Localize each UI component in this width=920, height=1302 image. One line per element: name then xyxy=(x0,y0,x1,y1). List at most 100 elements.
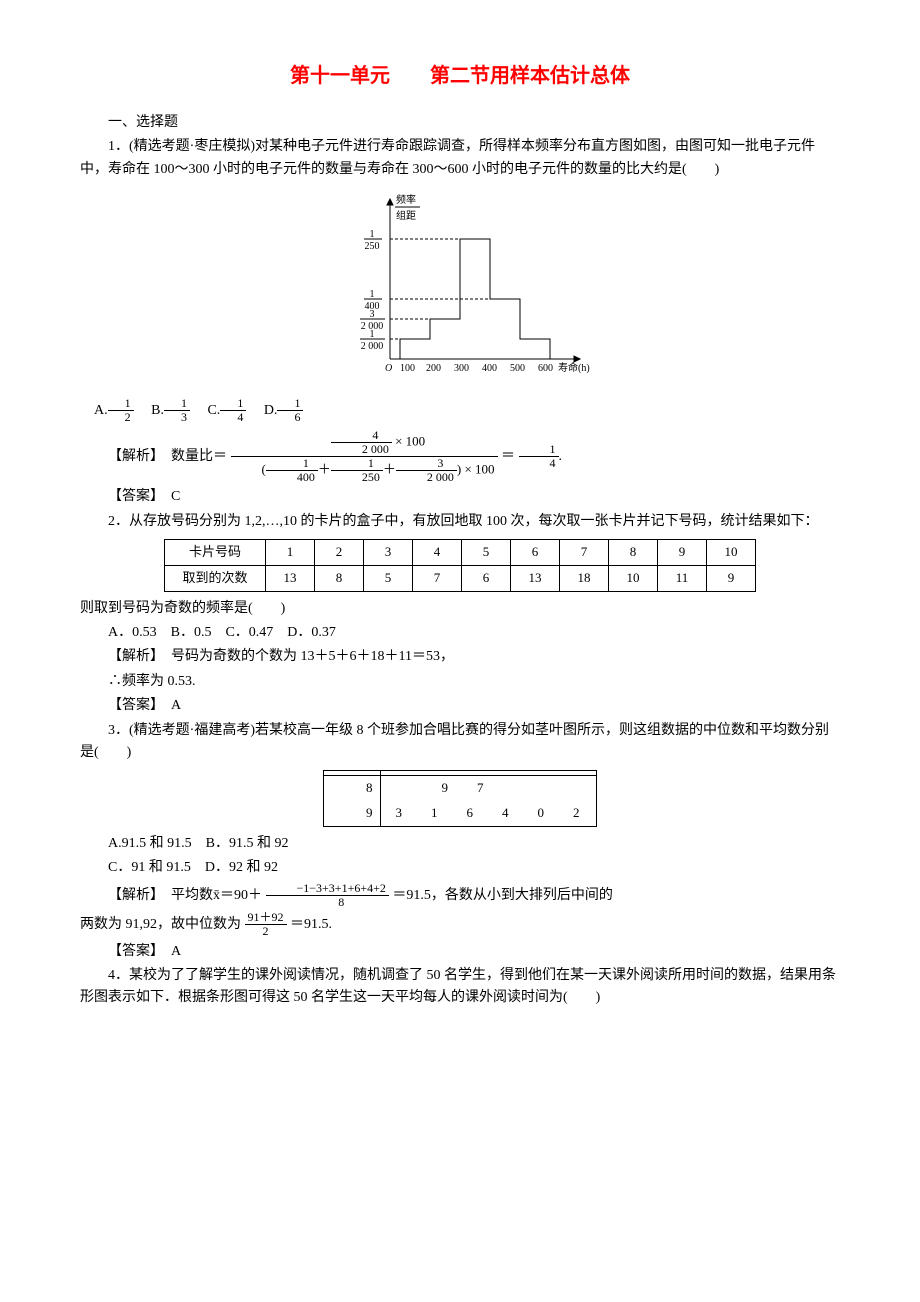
q2-answer: 【答案】 A xyxy=(80,695,840,717)
sol-mid: ＝91.5，各数从小到大排列后中间的 xyxy=(392,888,613,903)
f3n: 3 xyxy=(396,457,457,471)
l2p: 两数为 91,92，故中位数为 xyxy=(80,917,241,932)
leaves: 9 7 xyxy=(381,776,596,801)
col: 4 xyxy=(413,540,462,566)
rn: 1 xyxy=(519,443,559,457)
val: 7 xyxy=(413,565,462,591)
fB-num: 1 xyxy=(164,397,190,411)
val: 11 xyxy=(658,565,707,591)
stem: 9 xyxy=(324,801,381,826)
q2-tail: 则取到号码为奇数的频率是( ) xyxy=(80,598,840,620)
svg-text:3: 3 xyxy=(370,309,375,320)
sfd: 8 xyxy=(266,896,389,909)
rt: . xyxy=(559,449,563,464)
svg-text:寿命(h): 寿命(h) xyxy=(558,361,590,374)
svg-text:1: 1 xyxy=(370,289,375,300)
f2d: 250 xyxy=(331,471,383,484)
val: 18 xyxy=(560,565,609,591)
sfn: −1−3+3+1+6+4+2 xyxy=(266,882,389,896)
q2-solution: 【解析】 号码为奇数的个数为 13＋5＋6＋18＋11＝53， xyxy=(80,646,840,668)
col: 1 xyxy=(266,540,315,566)
col: 7 xyxy=(560,540,609,566)
svg-text:1: 1 xyxy=(370,229,375,240)
t-num: 4 xyxy=(331,429,392,443)
val: 10 xyxy=(609,565,658,591)
svg-text:频率: 频率 xyxy=(396,193,416,206)
fC-den: 4 xyxy=(220,411,246,424)
q3-options2: C．91 和 91.5 D．92 和 92 xyxy=(80,857,840,879)
table-header-label: 卡片号码 xyxy=(165,540,266,566)
stemleaf-row: 9 3 1 6 4 0 2 xyxy=(324,801,596,826)
bc: ) × 100 xyxy=(457,462,495,477)
f3d: 2 000 xyxy=(396,471,457,484)
f1n: 1 xyxy=(266,457,318,471)
t-den: 2 000 xyxy=(331,443,392,456)
val: 6 xyxy=(462,565,511,591)
optA: A. xyxy=(94,403,108,418)
svg-text:2 000: 2 000 xyxy=(361,341,384,352)
svg-text:组距: 组距 xyxy=(396,209,416,222)
q3-answer: 【答案】 A xyxy=(80,941,840,963)
svg-text:100: 100 xyxy=(400,363,415,374)
q1-text: 1．(精选考题·枣庄模拟)对某种电子元件进行寿命跟踪调查，所得样本频率分布直方图… xyxy=(80,136,840,181)
q1-answer: 【答案】 C xyxy=(80,486,840,508)
table-row: 卡片号码 1 2 3 4 5 6 7 8 9 10 xyxy=(165,540,756,566)
table-row-label: 取到的次数 xyxy=(165,565,266,591)
q4-text: 4．某校为了了解学生的课外阅读情况，随机调查了 50 名学生，得到他们在某一天课… xyxy=(80,965,840,1010)
optB: B. xyxy=(151,403,164,418)
svg-text:O: O xyxy=(385,363,392,374)
svg-text:300: 300 xyxy=(454,363,469,374)
sol-prefix: 【解析】 平均数x̄＝90＋ xyxy=(108,888,262,903)
sol-numerator: 42 000 × 100 xyxy=(231,429,498,457)
svg-text:200: 200 xyxy=(426,363,441,374)
q2-text: 2．从存放号码分别为 1,2,…,10 的卡片的盒子中，有放回地取 100 次，… xyxy=(80,511,840,533)
f2n: 1 xyxy=(331,457,383,471)
page-title: 第十一单元 第二节用样本估计总体 xyxy=(80,60,840,92)
col: 10 xyxy=(707,540,756,566)
svg-text:500: 500 xyxy=(510,363,525,374)
fC-num: 1 xyxy=(220,397,246,411)
rd: 4 xyxy=(519,457,559,470)
col: 6 xyxy=(511,540,560,566)
col: 5 xyxy=(462,540,511,566)
q3-options1: A.91.5 和 91.5 B．91.5 和 92 xyxy=(80,833,840,855)
fA-den: 2 xyxy=(108,411,134,424)
svg-text:1: 1 xyxy=(370,329,375,340)
sol-eq: ＝ xyxy=(501,449,515,464)
sf2n: 91＋92 xyxy=(245,911,287,925)
q3-text: 3．(精选考题·福建高考)若某校高一年级 8 个班参加合唱比赛的得分如茎叶图所示… xyxy=(80,720,840,765)
fB-den: 3 xyxy=(164,411,190,424)
q2-table: 卡片号码 1 2 3 4 5 6 7 8 9 10 取到的次数 13 8 5 7… xyxy=(164,539,756,592)
q1-options: A.12 B.13 C.14 D.16 xyxy=(80,397,840,424)
fA-num: 1 xyxy=(108,397,134,411)
t-tail: × 100 xyxy=(392,433,425,448)
table-row: 取到的次数 13 8 5 7 6 13 18 10 11 9 xyxy=(165,565,756,591)
q3-stemleaf: 8 9 7 9 3 1 6 4 0 2 xyxy=(323,770,596,827)
val: 5 xyxy=(364,565,413,591)
section-header: 一、选择题 xyxy=(80,112,840,134)
fD-num: 1 xyxy=(277,397,303,411)
sf2d: 2 xyxy=(245,925,287,938)
col: 8 xyxy=(609,540,658,566)
svg-text:600: 600 xyxy=(538,363,553,374)
val: 13 xyxy=(511,565,560,591)
optD: D. xyxy=(264,403,278,418)
q3-solution: 【解析】 平均数x̄＝90＋ −1−3+3+1+6+4+28 ＝91.5，各数从… xyxy=(80,882,840,909)
q2-options: A．0.53 B．0.5 C．0.47 D．0.37 xyxy=(80,622,840,644)
col: 2 xyxy=(315,540,364,566)
col: 9 xyxy=(658,540,707,566)
svg-text:400: 400 xyxy=(482,363,497,374)
val: 8 xyxy=(315,565,364,591)
sol-label: 【解析】 数量比＝ xyxy=(108,449,227,464)
val: 13 xyxy=(266,565,315,591)
leaves: 3 1 6 4 0 2 xyxy=(381,801,596,826)
l2s: ＝91.5. xyxy=(290,917,332,932)
optC: C. xyxy=(207,403,220,418)
q1-histogram: 频率 组距 1 250 1 400 3 2 000 1 2 000 O 100 … xyxy=(330,189,590,389)
q1-solution: 【解析】 数量比＝ 42 000 × 100 (1400＋1250＋32 000… xyxy=(80,429,840,485)
f1d: 400 xyxy=(266,471,318,484)
col: 3 xyxy=(364,540,413,566)
svg-text:250: 250 xyxy=(365,241,380,252)
q3-solution-line2: 两数为 91,92，故中位数为 91＋922 ＝91.5. xyxy=(80,911,840,938)
val: 9 xyxy=(707,565,756,591)
